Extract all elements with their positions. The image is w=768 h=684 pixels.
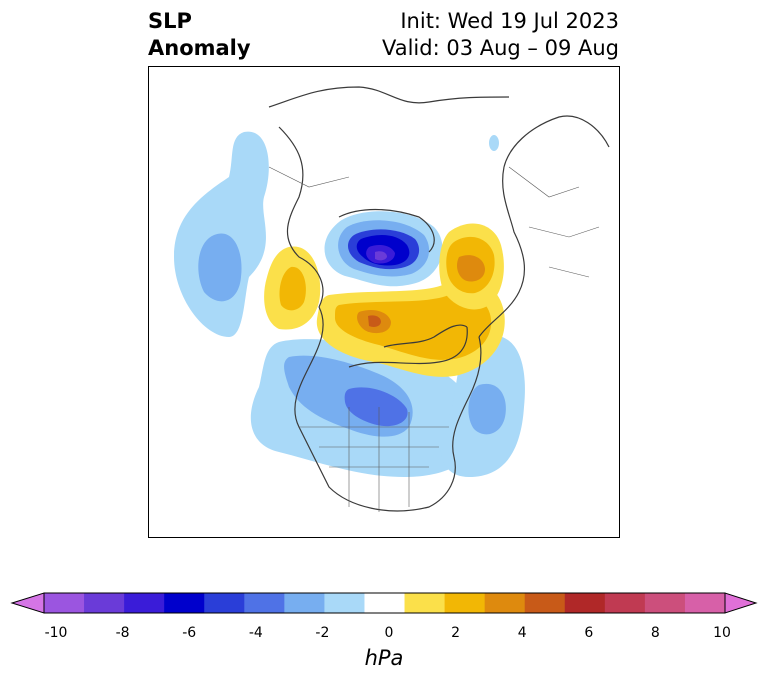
colorbar-swatch [364, 593, 406, 613]
colorbar-extend-high [724, 592, 758, 614]
coastlines [268, 86, 610, 512]
init-date: Init: Wed 19 Jul 2023 [400, 9, 619, 33]
colorbar-swatch [604, 593, 646, 613]
colorbar-swatches [10, 592, 758, 614]
colorbar-tick-label: 6 [584, 625, 594, 641]
colorbar-swatch [324, 593, 365, 613]
political-borders [268, 166, 600, 512]
colorbar-tick-label: 4 [517, 625, 527, 641]
colorbar-swatch [44, 593, 85, 613]
colorbar-tick-label: 2 [451, 625, 461, 641]
map-panel [148, 66, 620, 538]
colorbar-swatch [524, 593, 566, 613]
colorbar [10, 592, 758, 614]
positive-anomaly-eastern-siberia [439, 223, 504, 310]
colorbar-tick-label: -4 [248, 625, 263, 641]
colorbar-tick-label: 8 [650, 625, 660, 641]
colorbar-swatch [124, 593, 165, 613]
title-right: Init: Wed 19 Jul 2023 Valid: 03 Aug – 09… [382, 8, 619, 62]
colorbar-swatch [164, 593, 205, 613]
colorbar-swatch [444, 593, 486, 613]
colorbar-swatch [84, 593, 125, 613]
colorbar-swatch [204, 593, 245, 613]
colorbar-swatch [284, 593, 325, 613]
title-left: SLP Anomaly [148, 8, 251, 62]
colorbar-swatch [644, 593, 686, 613]
colorbar-swatch [404, 593, 446, 613]
positive-anomaly-scandinavia [264, 246, 321, 330]
colorbar-tick-label: -2 [315, 625, 330, 641]
valid-date-range: Valid: 03 Aug – 09 Aug [381, 36, 619, 60]
colorbar-tick-label: 0 [384, 625, 394, 641]
title-variable-line1: SLP [148, 9, 192, 33]
negative-anomaly-north-pacific [174, 131, 269, 337]
negative-anomaly-laptev-kara [324, 211, 443, 287]
colorbar-swatch [684, 593, 726, 613]
colorbar-tick-label: 10 [713, 625, 731, 641]
colorbar-tick-label: -8 [115, 625, 130, 641]
colorbar-swatch [244, 593, 285, 613]
colorbar-swatch [484, 593, 526, 613]
colorbar-unit-label: hPa [364, 646, 404, 670]
title-variable-line2: Anomaly [148, 36, 251, 60]
colorbar-extend-low [10, 592, 45, 614]
colorbar-tick-label: -6 [182, 625, 197, 641]
colorbar-swatch [564, 593, 606, 613]
negative-anomaly-east-siberia-spot [489, 135, 499, 151]
colorbar-outline [43, 592, 726, 614]
slp-anomaly-map [174, 86, 610, 512]
colorbar-tick-label: -10 [44, 625, 68, 641]
